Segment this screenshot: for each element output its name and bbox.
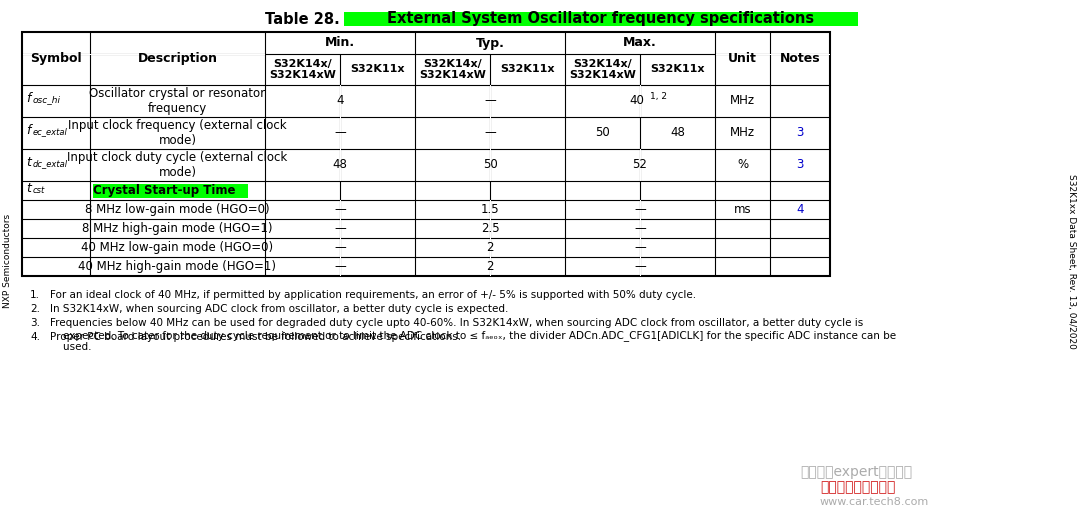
Text: 48: 48	[670, 126, 685, 139]
Text: ec_extal: ec_extal	[33, 127, 68, 136]
Text: Typ.: Typ.	[475, 37, 504, 50]
Text: MHz: MHz	[730, 94, 755, 108]
Text: Crystal Start-up Time: Crystal Start-up Time	[93, 184, 235, 197]
Bar	[22, 32, 831, 276]
Text: Max.: Max.	[623, 37, 657, 50]
Text: 中国汽车工程师之家: 中国汽车工程师之家	[820, 480, 895, 494]
Text: S32K11x: S32K11x	[500, 65, 555, 75]
Text: 40: 40	[630, 94, 645, 108]
Text: t: t	[26, 156, 31, 169]
Text: 4: 4	[796, 203, 804, 216]
Text: External System Oscillator frequency specifications: External System Oscillator frequency spe…	[388, 11, 814, 27]
Text: —: —	[634, 203, 646, 216]
Text: dc_extal: dc_extal	[33, 160, 68, 169]
Text: 40 MHz high-gain mode (HGO=1): 40 MHz high-gain mode (HGO=1)	[79, 260, 276, 273]
Text: 3: 3	[796, 159, 804, 172]
Text: %: %	[737, 159, 748, 172]
Text: 4: 4	[336, 94, 343, 108]
Text: Proper PC board layout procedures must be followed to achieve specifications.: Proper PC board layout procedures must b…	[50, 332, 461, 342]
Text: S32K14x/
S32K14xW: S32K14x/ S32K14xW	[419, 58, 486, 80]
Text: Description: Description	[137, 52, 217, 65]
Text: Table 28.: Table 28.	[265, 11, 339, 27]
Text: —: —	[334, 203, 346, 216]
Text: S32K11x: S32K11x	[350, 65, 405, 75]
Text: —: —	[334, 241, 346, 254]
Text: 2: 2	[486, 260, 494, 273]
Text: 汽车电子expert成长之路: 汽车电子expert成长之路	[800, 465, 913, 479]
Text: 50: 50	[483, 159, 498, 172]
Text: Min.: Min.	[325, 37, 355, 50]
Text: 2.: 2.	[30, 304, 40, 314]
Text: —: —	[634, 222, 646, 235]
Text: 1, 2: 1, 2	[650, 91, 667, 101]
Bar	[715, 53, 829, 54]
Text: —: —	[634, 241, 646, 254]
Bar	[345, 12, 858, 26]
Text: f: f	[26, 124, 30, 136]
Text: S32K14x/
S32K14xW: S32K14x/ S32K14xW	[569, 58, 636, 80]
Text: 2: 2	[486, 241, 494, 254]
Text: 3: 3	[796, 126, 804, 139]
Bar	[23, 53, 265, 54]
Text: 2.5: 2.5	[481, 222, 499, 235]
Text: 1.5: 1.5	[481, 203, 499, 216]
Text: t: t	[26, 182, 31, 195]
Text: —: —	[484, 126, 496, 139]
Text: —: —	[484, 94, 496, 108]
Text: Symbol: Symbol	[30, 52, 82, 65]
Text: For an ideal clock of 40 MHz, if permitted by application requirements, an error: For an ideal clock of 40 MHz, if permitt…	[50, 290, 697, 300]
Text: 50: 50	[595, 126, 610, 139]
Text: Oscillator crystal or resonator
frequency: Oscillator crystal or resonator frequenc…	[90, 87, 266, 115]
Text: Notes: Notes	[780, 52, 821, 65]
Text: —: —	[334, 126, 346, 139]
Text: 4.: 4.	[30, 332, 40, 342]
Text: Input clock duty cycle (external clock
mode): Input clock duty cycle (external clock m…	[67, 151, 287, 179]
Text: S32K1xx Data Sheet, Rev. 13, 04/2020: S32K1xx Data Sheet, Rev. 13, 04/2020	[1067, 173, 1077, 349]
Text: 3.: 3.	[30, 318, 40, 328]
Text: cst: cst	[33, 186, 45, 195]
Text: Input clock frequency (external clock
mode): Input clock frequency (external clock mo…	[68, 119, 287, 147]
Text: 48: 48	[333, 159, 348, 172]
Text: 40 MHz low-gain mode (HGO=0): 40 MHz low-gain mode (HGO=0)	[81, 241, 273, 254]
Text: —: —	[334, 260, 346, 273]
Text: NXP Semiconductors: NXP Semiconductors	[3, 214, 13, 308]
Text: f: f	[26, 91, 30, 104]
Text: S32K11x: S32K11x	[650, 65, 705, 75]
Text: 1.: 1.	[30, 290, 40, 300]
Text: 8 MHz high-gain mode (HGO=1): 8 MHz high-gain mode (HGO=1)	[82, 222, 273, 235]
Bar	[93, 184, 248, 197]
Text: —: —	[334, 222, 346, 235]
Text: MHz: MHz	[730, 126, 755, 139]
Text: Frequencies below 40 MHz can be used for degraded duty cycle upto 40-60%. In S32: Frequencies below 40 MHz can be used for…	[50, 318, 896, 352]
Text: osc_hi: osc_hi	[33, 96, 60, 104]
Text: Unit: Unit	[728, 52, 757, 65]
Text: S32K14x/
S32K14xW: S32K14x/ S32K14xW	[269, 58, 336, 80]
Text: 8 MHz low-gain mode (HGO=0): 8 MHz low-gain mode (HGO=0)	[85, 203, 270, 216]
Text: 52: 52	[633, 159, 647, 172]
Text: In S32K14xW, when sourcing ADC clock from oscillator, a better duty cycle is exp: In S32K14xW, when sourcing ADC clock fro…	[50, 304, 509, 314]
Text: —: —	[634, 260, 646, 273]
Text: www.car.tech8.com: www.car.tech8.com	[820, 497, 929, 507]
Text: ms: ms	[733, 203, 752, 216]
